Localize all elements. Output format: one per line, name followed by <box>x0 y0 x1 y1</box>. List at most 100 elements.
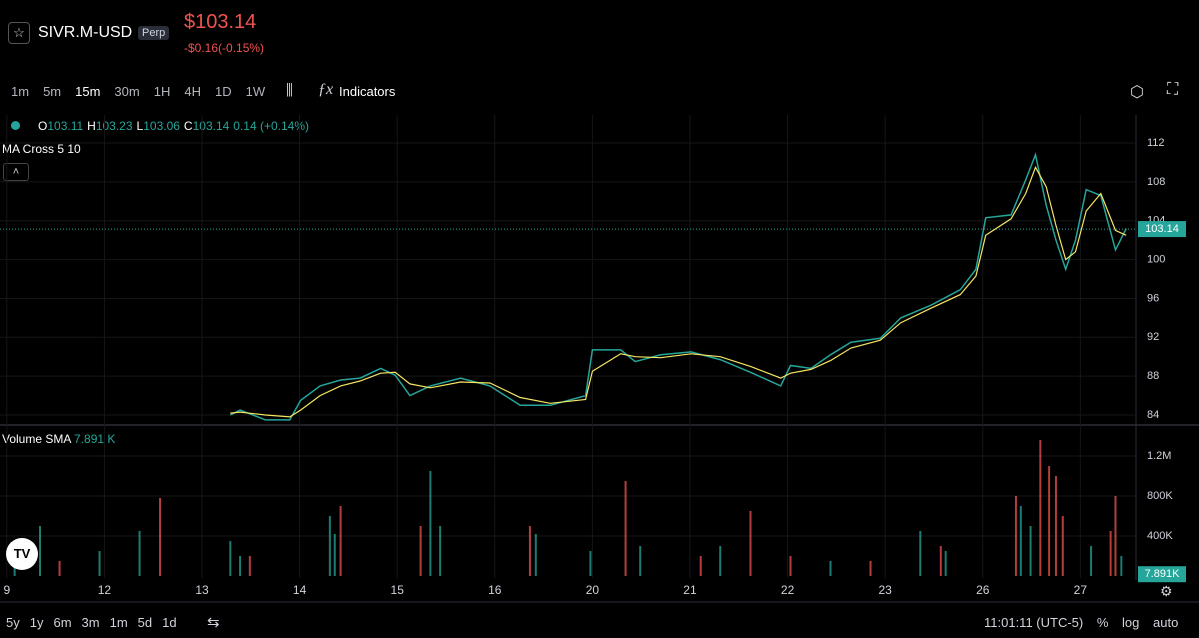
volume-bar <box>239 556 242 576</box>
ma-line <box>230 165 1127 418</box>
percent-toggle[interactable]: % <box>1096 615 1109 630</box>
indicators-button[interactable]: Indicators <box>339 84 396 99</box>
range[interactable]: 6m <box>53 615 72 630</box>
ohlc-change: 0.14 (+0.14%) <box>233 119 310 133</box>
x-tick-label: 27 <box>1074 583 1088 597</box>
range[interactable]: 1y <box>29 615 44 630</box>
auto-toggle[interactable]: auto <box>1153 615 1179 630</box>
volume-bar <box>58 561 61 576</box>
y-tick-label: 96 <box>1147 292 1159 304</box>
ohlc-key: C <box>183 119 193 133</box>
price-line <box>229 152 1127 421</box>
ohlc-value: 103.11 <box>47 119 84 133</box>
fullscreen-icon[interactable]: ⛶ <box>1167 81 1179 98</box>
volume-bar <box>138 531 141 576</box>
range[interactable]: 1m <box>109 615 128 630</box>
bottom-right: 11:01:11 (UTC-5) % log auto <box>984 615 1188 630</box>
chart-type-icon[interactable]: ⫼ <box>286 82 293 99</box>
y-tick-label: 100 <box>1147 253 1165 265</box>
axis-settings-icon[interactable]: ⚙ <box>1160 583 1173 599</box>
interval[interactable]: 1W <box>245 84 266 99</box>
y-tick-label: 800K <box>1147 490 1173 502</box>
volume-study-value: 7.891 K <box>74 432 116 446</box>
last-price-label: 103.14 <box>1145 223 1179 235</box>
volume-bar <box>1014 496 1017 576</box>
volume-bar <box>1114 496 1117 576</box>
ohlc-value: 103.23 <box>95 119 133 133</box>
x-tick-label: 9 <box>3 583 10 597</box>
volume-bar <box>1090 546 1093 576</box>
interval[interactable]: 1D <box>214 84 232 99</box>
range[interactable]: 3m <box>81 615 100 630</box>
interval[interactable]: 15m <box>75 84 101 99</box>
volume-bar <box>919 531 922 576</box>
volume-bar <box>1054 476 1057 576</box>
volume-bar <box>1029 526 1032 576</box>
y-tick-label: 84 <box>1147 409 1159 421</box>
settings-icon[interactable]: ⬡ <box>1130 84 1144 101</box>
sma-label: 7.891K <box>1145 568 1181 580</box>
volume-bar <box>98 551 101 576</box>
x-tick-label: 12 <box>98 583 112 597</box>
log-toggle[interactable]: log <box>1122 615 1140 630</box>
interval[interactable]: 1H <box>153 84 171 99</box>
volume-bar <box>1061 516 1064 576</box>
volume-bar <box>333 534 336 576</box>
volume-bar <box>624 481 627 576</box>
volume-bar <box>639 546 642 576</box>
x-tick-label: 16 <box>488 583 502 597</box>
y-tick-label: 92 <box>1147 331 1159 343</box>
fx-icon[interactable]: ƒx <box>318 81 334 98</box>
range-bar: 5y 1y 6m 3m 1m 5d 1d <box>6 615 187 630</box>
x-tick-label: 23 <box>878 583 892 597</box>
volume-bar <box>719 546 722 576</box>
interval[interactable]: 4H <box>184 84 201 99</box>
ohlc-key: O <box>38 119 48 133</box>
volume-bar <box>229 541 232 576</box>
price: $103.14 <box>184 11 257 33</box>
plot <box>229 152 1127 421</box>
range[interactable]: 5d <box>137 615 153 630</box>
volume-study-label: Volume SMA <box>2 432 71 446</box>
symbol[interactable]: SIVR.M-USD <box>38 24 133 41</box>
range[interactable]: 1d <box>162 615 177 630</box>
volume-bar <box>699 556 702 576</box>
x-tick-label: 14 <box>293 583 307 597</box>
collapse-button[interactable]: ˄ <box>3 163 29 181</box>
volume-bar <box>829 561 832 576</box>
volume-bar <box>39 526 42 576</box>
x-tick-label: 20 <box>586 583 600 597</box>
favorite-button[interactable]: ☆ <box>8 22 30 44</box>
volume-bar <box>789 556 792 576</box>
sma-box <box>1138 566 1186 583</box>
volume-bar <box>339 506 342 576</box>
x-tick-label: 26 <box>976 583 990 597</box>
x-tick-label: 22 <box>781 583 795 597</box>
badge: Perp <box>138 26 170 40</box>
range[interactable]: 5y <box>6 615 20 630</box>
volume-bar <box>439 526 442 576</box>
volume-bar <box>528 526 531 576</box>
x-tick-label: 21 <box>683 583 697 597</box>
logo[interactable]: TV <box>6 538 38 570</box>
volume-bar <box>534 534 537 576</box>
y-tick-label: 1.2M <box>1147 450 1171 462</box>
ohlc-value: 103.06 <box>143 119 180 133</box>
interval[interactable]: 30m <box>114 84 140 99</box>
volume-bar <box>944 551 947 576</box>
volume-bar <box>248 556 251 576</box>
interval[interactable]: 5m <box>43 84 62 99</box>
ohlc-key: L <box>136 119 144 133</box>
y-tick-label: 112 <box>1147 137 1165 149</box>
interval[interactable]: 1m <box>11 84 30 99</box>
y-tick-label: 108 <box>1147 176 1165 188</box>
volume-bar <box>159 498 162 576</box>
interval-bar: 1m 5m 15m 30m 1H 4H 1D 1W <box>11 84 279 99</box>
volume-bar <box>869 561 872 576</box>
ohlc-legend: O103.11 H103.23 L103.06 C103.14 0.14 (+0.14%… <box>38 119 309 133</box>
volume-bar <box>429 471 432 576</box>
volume-study: Volume SMA 7.891 K <box>2 432 115 446</box>
volume-bar <box>749 511 752 576</box>
volume-bar <box>1039 440 1042 576</box>
date-range-icon[interactable]: ⇆ <box>207 614 220 631</box>
